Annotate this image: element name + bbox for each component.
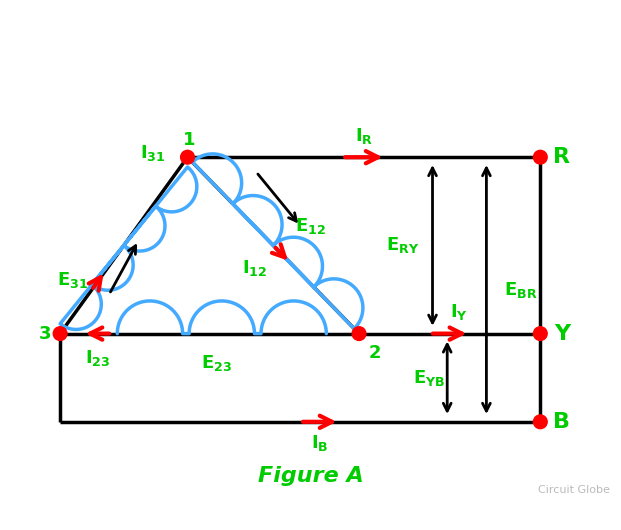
- Text: $\mathbf{I_{12}}$: $\mathbf{I_{12}}$: [242, 258, 267, 278]
- Text: R: R: [553, 147, 570, 167]
- Text: $\mathbf{I_R}$: $\mathbf{I_R}$: [355, 126, 373, 146]
- Text: B: B: [553, 412, 570, 432]
- Text: Circuit Globe: Circuit Globe: [538, 485, 610, 496]
- Text: 3: 3: [39, 324, 52, 342]
- Text: $\mathbf{E_{23}}$: $\mathbf{E_{23}}$: [201, 353, 232, 373]
- Circle shape: [533, 415, 547, 429]
- Circle shape: [181, 151, 194, 164]
- Text: $\mathbf{I_{23}}$: $\mathbf{I_{23}}$: [84, 348, 110, 368]
- Text: $\mathbf{I_Y}$: $\mathbf{I_Y}$: [450, 302, 468, 322]
- Text: $\mathbf{E_{BR}}$: $\mathbf{E_{BR}}$: [504, 279, 537, 299]
- Text: $\mathbf{E_{RY}}$: $\mathbf{E_{RY}}$: [386, 235, 420, 255]
- Text: $\mathbf{E_{31}}$: $\mathbf{E_{31}}$: [57, 270, 88, 290]
- Text: $\mathbf{E_{12}}$: $\mathbf{E_{12}}$: [294, 216, 325, 236]
- Text: $\mathbf{I_{31}}$: $\mathbf{I_{31}}$: [140, 143, 166, 163]
- Text: Y: Y: [554, 324, 570, 343]
- Text: $\mathbf{I_B}$: $\mathbf{I_B}$: [311, 434, 329, 453]
- Text: 1: 1: [183, 130, 196, 148]
- Text: Figure A: Figure A: [258, 466, 363, 485]
- Circle shape: [352, 326, 366, 340]
- Circle shape: [533, 151, 547, 164]
- Circle shape: [533, 326, 547, 340]
- Text: $\mathbf{E_{YB}}$: $\mathbf{E_{YB}}$: [414, 368, 446, 388]
- Text: 2: 2: [368, 344, 381, 362]
- Circle shape: [53, 326, 67, 340]
